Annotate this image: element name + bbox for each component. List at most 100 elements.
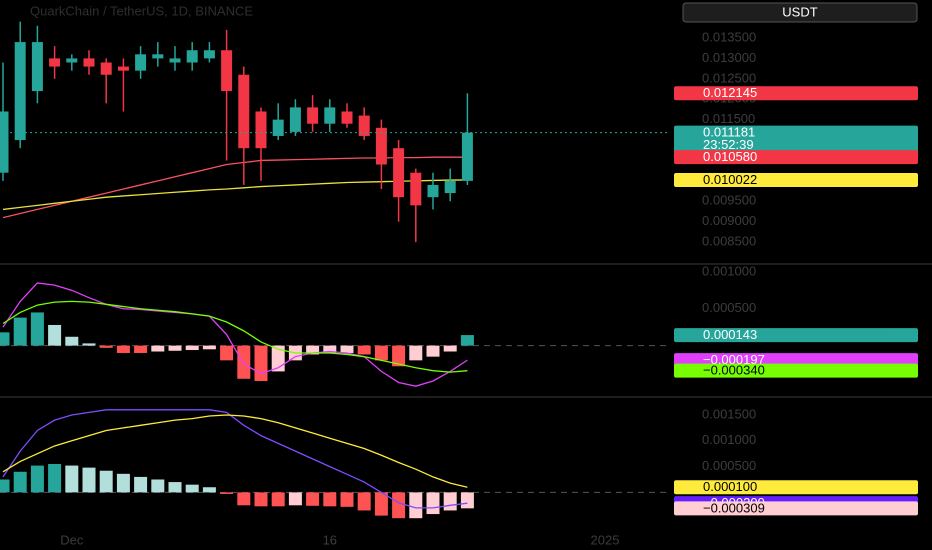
histogram-bar (151, 345, 165, 352)
candle-body (66, 58, 78, 63)
indicator-line (2, 156, 468, 219)
histogram-bar (409, 492, 423, 519)
histogram-bar (0, 479, 10, 493)
indicator-line (2, 179, 468, 211)
y-tick-label: 0.001500 (702, 406, 756, 421)
histogram-bar (48, 324, 62, 346)
price-label-box (674, 150, 918, 165)
candle-body (83, 58, 95, 67)
price-label: −0.000340 (703, 363, 765, 378)
y-tick-label: 0.013000 (702, 50, 756, 65)
histogram-bar (185, 484, 199, 493)
histogram-bar (426, 492, 440, 515)
price-label-box (674, 480, 918, 495)
candle-body (135, 54, 147, 71)
histogram-bar (323, 492, 337, 507)
candle-body (461, 132, 473, 181)
price-label: 0.010580 (703, 149, 757, 164)
y-tick-label: 0.009000 (702, 213, 756, 228)
histogram-bar (443, 345, 457, 352)
candle-body (169, 58, 181, 63)
histogram-bar (48, 464, 62, 493)
candle-body (410, 172, 422, 206)
candle-body (393, 148, 405, 198)
x-tick-label: 2025 (591, 532, 620, 547)
histogram-bar (460, 492, 474, 509)
currency-button[interactable] (682, 2, 918, 23)
histogram-bar (30, 465, 44, 493)
candle-body (272, 119, 284, 136)
y-tick-label: 0.013500 (702, 29, 756, 44)
histogram-bar (254, 345, 268, 381)
candle-body (444, 180, 456, 194)
y-tick-label: 0.009500 (702, 193, 756, 208)
price-label: −0.000309 (703, 500, 765, 515)
candle-body (117, 66, 129, 71)
candle-body (14, 42, 26, 141)
histogram-bar (426, 345, 440, 357)
histogram-bar (374, 492, 388, 516)
price-label: 0.010022 (703, 172, 757, 187)
histogram-bar (134, 476, 148, 493)
histogram-bar (13, 317, 27, 346)
y-tick-label: 0.000500 (702, 300, 756, 315)
histogram-bar (237, 492, 251, 506)
indicator-line (2, 282, 468, 387)
candle-body (341, 111, 353, 124)
y-tick-label: 0.012500 (702, 70, 756, 85)
histogram-bar (374, 345, 388, 361)
price-label-box (674, 353, 918, 368)
histogram-bar (443, 492, 457, 511)
y-tick-label: 0.008500 (702, 234, 756, 249)
histogram-bar (99, 470, 113, 493)
histogram-bar (357, 492, 371, 511)
histogram-bar (65, 336, 79, 346)
histogram-bar (392, 492, 406, 519)
indicator-line (2, 414, 468, 488)
histogram-bar (168, 345, 182, 351)
candle-body (255, 111, 267, 149)
histogram-bar (202, 345, 216, 350)
histogram-bar (237, 345, 251, 379)
indicator-line (2, 300, 468, 373)
price-label: 0.000143 (703, 327, 757, 342)
candle-body (375, 127, 387, 165)
candle-body (31, 42, 43, 92)
candle-body (100, 62, 112, 75)
candle-body (358, 115, 370, 136)
histogram-bar (99, 345, 113, 348)
candle-body (0, 111, 9, 173)
price-label-box (674, 363, 918, 378)
histogram-bar (460, 335, 474, 346)
histogram-bar (220, 345, 234, 361)
histogram-bar (409, 345, 423, 361)
histogram-bar (271, 492, 285, 507)
candle-body (427, 184, 439, 198)
histogram-bar (306, 345, 320, 355)
histogram-bar (82, 467, 96, 493)
candle-body (221, 50, 233, 92)
histogram-bar (13, 471, 27, 493)
histogram-bar (392, 345, 406, 367)
candle-body (186, 50, 198, 63)
histogram-bar (151, 479, 165, 493)
price-label-box (674, 172, 918, 187)
currency-label[interactable]: USDT (782, 4, 817, 19)
histogram-bar (306, 492, 320, 506)
price-label-box (674, 86, 918, 101)
histogram-bar (288, 492, 302, 506)
histogram-bar (116, 473, 130, 493)
price-label: 0.011181 (703, 125, 755, 140)
x-tick-label: 16 (323, 532, 337, 547)
histogram-bar (116, 345, 130, 353)
candle-body (238, 74, 250, 149)
price-label-box (674, 328, 918, 343)
candle-body (203, 50, 215, 59)
candle-body (289, 107, 301, 132)
countdown: 23:52:39 (703, 137, 754, 152)
histogram-bar (30, 312, 44, 346)
y-tick-label: 0.011500 (702, 111, 755, 126)
histogram-bar (202, 487, 216, 493)
